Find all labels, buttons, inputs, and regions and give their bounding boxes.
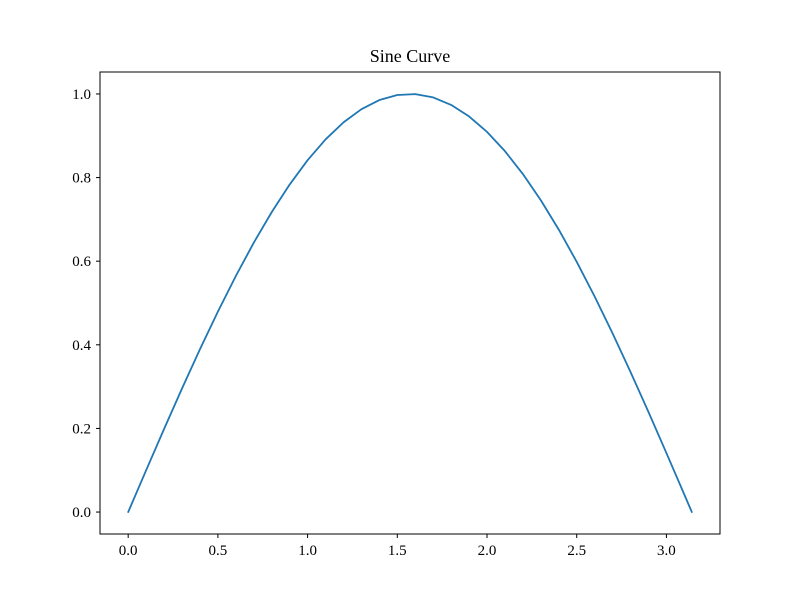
y-tick-label: 1.0 (72, 87, 91, 103)
y-tick-label: 0.2 (72, 421, 91, 437)
plot-area: 0.0 0.5 1.0 1.5 2.0 2.5 3.0 0.0 0.2 0.4 0.6 0.8 1.0 (72, 71, 721, 559)
y-tick-label: 0.8 (72, 171, 91, 187)
axes-frame (99, 71, 721, 535)
x-tick-label: 2.0 (478, 543, 497, 559)
sine-curve (127, 93, 693, 513)
x-tick-label: 1.0 (298, 543, 317, 559)
x-tick-label: 1.5 (388, 543, 407, 559)
x-tick-label: 3.0 (657, 543, 676, 559)
y-tick-label: 0.4 (72, 338, 91, 354)
chart-title: Sine Curve (370, 46, 451, 66)
y-tick-label: 0.6 (72, 254, 91, 270)
x-tick-label: 0.5 (209, 543, 228, 559)
x-tick-label: 2.5 (567, 543, 586, 559)
x-tick-label: 0.0 (119, 543, 138, 559)
y-tick-label: 0.0 (72, 505, 91, 521)
